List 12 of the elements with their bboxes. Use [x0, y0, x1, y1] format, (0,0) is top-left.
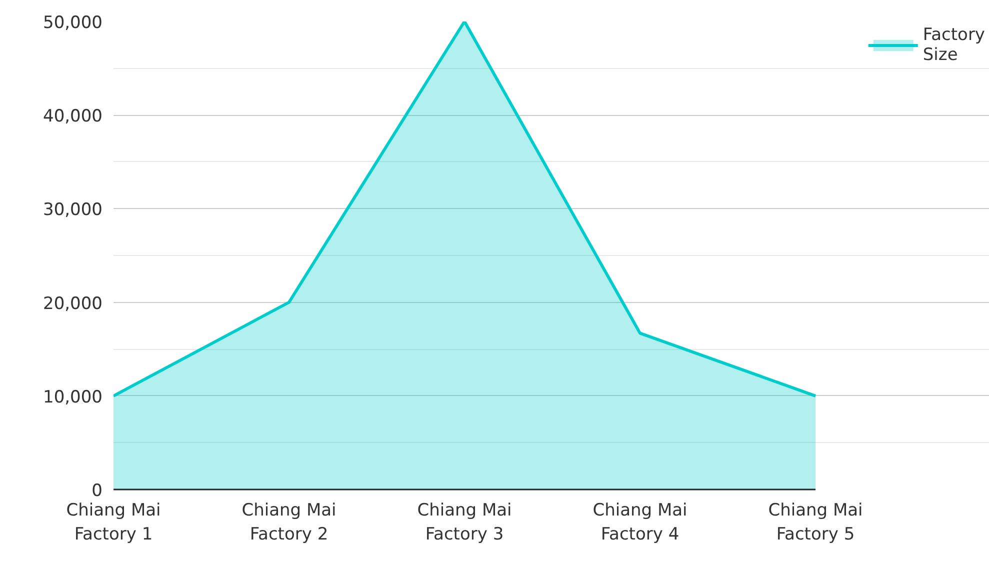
y-tick-label: 10,000 — [43, 387, 102, 408]
x-tick-label: Chiang Mai Factory 5 — [768, 500, 863, 544]
legend-label: Factory Size — [922, 25, 985, 65]
y-tick-label: 30,000 — [43, 200, 102, 220]
y-tick-label: 0 — [92, 481, 103, 501]
x-tick-label: Chiang Mai Factory 3 — [417, 500, 512, 544]
y-tick-label: 50,000 — [43, 13, 102, 33]
y-tick-label: 40,000 — [43, 106, 102, 127]
x-tick-label: Chiang Mai Factory 4 — [592, 500, 688, 544]
x-tick-label: Chiang Mai Factory 2 — [242, 500, 336, 544]
y-tick-label: 20,000 — [43, 294, 102, 314]
x-tick-label: Chiang Mai Factory 1 — [66, 500, 161, 544]
